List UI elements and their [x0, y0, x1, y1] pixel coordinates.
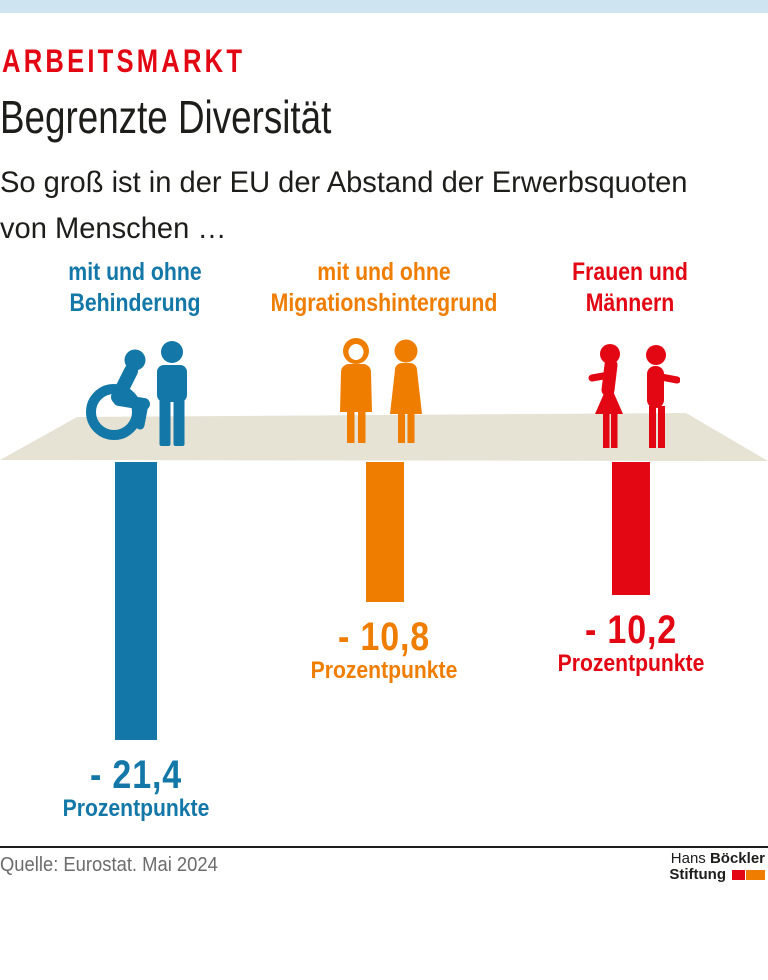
logo-text-hans: Hans — [670, 850, 706, 867]
kicker: ARBEITSMARKT — [2, 43, 246, 79]
woman-and-man-back-to-back-icon — [588, 344, 680, 449]
logo-text-stiftung: Stiftung — [669, 866, 726, 883]
unit-label-behinderung: Prozentpunkte — [62, 795, 210, 822]
unit-label-migrationshintergrund: Prozentpunkte — [310, 657, 458, 684]
page-title: Begrenzte Diversität — [0, 91, 332, 143]
logo-text-boeckler: Böckler — [709, 850, 765, 867]
logo-color-squares — [731, 867, 765, 883]
logo-square — [746, 870, 765, 880]
category-label-line: mit und ohne — [317, 258, 451, 286]
subtitle-line-1: So groß ist in der EU der Abstand der Er… — [0, 166, 688, 199]
logo-line-1: Hans Böckler — [669, 851, 765, 867]
wheelchair-user-and-standing-person-icon — [78, 340, 194, 446]
logo-square — [732, 870, 745, 880]
value-label-migrationshintergrund: - 10,8 — [337, 615, 431, 659]
bar-behinderung — [115, 462, 157, 740]
category-label-migrationshintergrund: mit und ohne Migrationshintergrund — [248, 257, 520, 319]
chart-subtitle: So groß ist in der EU der Abstand der Er… — [0, 160, 687, 252]
category-label-line: Behinderung — [69, 289, 201, 317]
category-label-line: Männern — [585, 289, 675, 317]
source-note: Quelle: Eurostat. Mai 2024 — [0, 854, 218, 876]
category-label-line: Migrationshintergrund — [270, 289, 498, 317]
top-accent-strip — [0, 0, 768, 13]
category-label-behinderung: mit und ohne Behinderung — [16, 257, 254, 319]
category-label-line: Frauen und — [572, 258, 688, 286]
footer-divider — [0, 846, 768, 848]
two-women-one-with-headscarf-icon — [334, 338, 434, 444]
hans-boeckler-stiftung-logo: Hans Böckler Stiftung — [669, 851, 765, 883]
logo-line-2: Stiftung — [669, 867, 765, 883]
unit-label-frauen-maenner: Prozentpunkte — [557, 650, 705, 677]
category-label-frauen-maenner: Frauen und Männern — [511, 257, 749, 319]
value-label-behinderung: - 21,4 — [89, 753, 183, 797]
value-label-frauen-maenner: - 10,2 — [584, 608, 678, 652]
bar-migrationshintergrund — [366, 462, 404, 602]
bar-frauen-maenner — [612, 462, 650, 595]
subtitle-line-2: von Menschen … — [0, 212, 227, 245]
category-label-line: mit und ohne — [68, 258, 202, 286]
